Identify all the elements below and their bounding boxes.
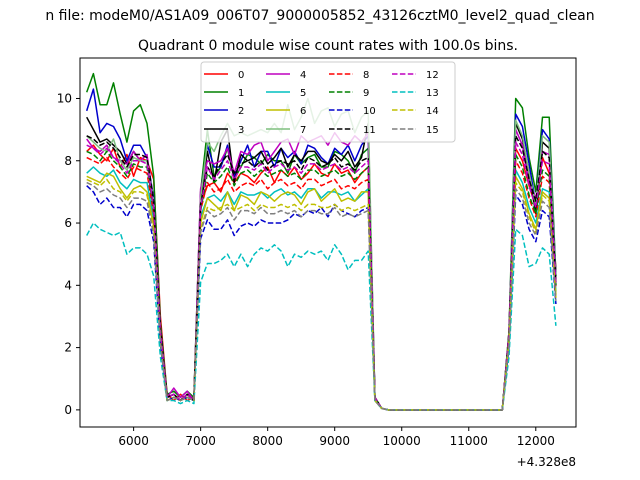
y-tick-label: 2 xyxy=(64,341,72,355)
y-tick-label: 4 xyxy=(64,278,72,292)
legend-label-5: 5 xyxy=(300,88,306,99)
legend-label-11: 11 xyxy=(363,125,376,136)
legend-label-9: 9 xyxy=(363,88,369,99)
x-tick-label: 10000 xyxy=(383,434,421,448)
y-tick-label: 10 xyxy=(57,91,72,105)
x-axis: 6000 7000 8000 9000 10000 11000 12000 xyxy=(118,427,555,448)
legend-label-10: 10 xyxy=(363,106,376,117)
y-axis: 0 2 4 6 8 10 xyxy=(57,91,80,417)
legend-label-1: 1 xyxy=(238,88,244,99)
legend-label-15: 15 xyxy=(426,125,439,136)
legend-label-12: 12 xyxy=(426,70,439,81)
x-tick-label: 11000 xyxy=(450,434,488,448)
legend-label-7: 7 xyxy=(300,125,306,136)
chart-title: Quadrant 0 module wise count rates with … xyxy=(138,38,518,54)
figure-suptitle: n file: modeM0/AS1A09_006T07_9000005852_… xyxy=(45,8,594,24)
y-tick-label: 8 xyxy=(64,154,72,168)
x-tick-label: 8000 xyxy=(252,434,283,448)
series-layer xyxy=(85,72,557,411)
legend-label-4: 4 xyxy=(300,70,306,81)
legend-label-0: 0 xyxy=(238,70,244,81)
x-tick-label: 6000 xyxy=(118,434,149,448)
legend-label-6: 6 xyxy=(300,106,306,117)
x-tick-label: 9000 xyxy=(319,434,350,448)
legend-label-14: 14 xyxy=(426,106,439,117)
plot-frame xyxy=(79,57,577,428)
y-tick-label: 0 xyxy=(64,403,72,417)
legend-label-2: 2 xyxy=(238,106,244,117)
x-tick-label: 12000 xyxy=(517,434,555,448)
x-tick-label: 7000 xyxy=(185,434,216,448)
legend-label-8: 8 xyxy=(363,70,369,81)
series-line-13 xyxy=(86,222,557,411)
legend-label-13: 13 xyxy=(426,88,439,99)
series-line-15 xyxy=(86,181,557,411)
x-offset-label: +4.328e8 xyxy=(517,455,576,469)
legend-box xyxy=(200,61,456,143)
y-tick-label: 6 xyxy=(64,216,72,230)
legend-label-3: 3 xyxy=(238,125,244,136)
